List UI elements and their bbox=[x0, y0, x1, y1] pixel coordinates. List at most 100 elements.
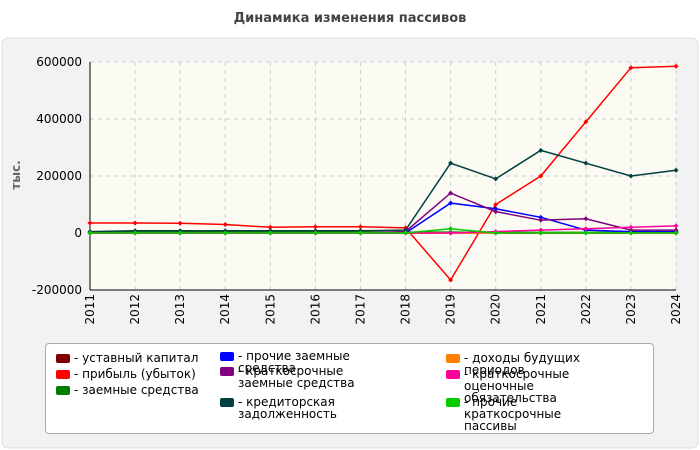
data-point bbox=[448, 200, 454, 206]
legend-item: - доходы будущих периодов bbox=[446, 352, 646, 376]
data-point bbox=[132, 220, 138, 226]
data-point bbox=[583, 230, 589, 236]
legend-item: - прочие заемные средства bbox=[220, 350, 410, 374]
x-tick-label: 2013 bbox=[173, 294, 187, 325]
legend-swatch bbox=[56, 354, 70, 363]
legend-label: - уставный капитал bbox=[74, 351, 199, 365]
legend-label: - прочие краткосрочные пассивы bbox=[464, 395, 562, 433]
data-point bbox=[177, 230, 183, 236]
x-tick-label: 2023 bbox=[624, 294, 638, 325]
legend-swatch bbox=[446, 354, 460, 363]
data-point bbox=[177, 220, 183, 226]
data-point bbox=[448, 277, 454, 283]
data-point bbox=[583, 160, 589, 166]
legend-item: - прочие краткосрочные пассивы bbox=[446, 396, 646, 432]
data-point bbox=[628, 65, 634, 71]
data-point bbox=[538, 147, 544, 153]
legend-label: - доходы будущих периодов bbox=[464, 351, 580, 377]
x-tick-label: 2022 bbox=[579, 294, 593, 325]
data-point bbox=[538, 227, 544, 233]
data-point bbox=[673, 223, 679, 229]
legend-swatch bbox=[56, 370, 70, 379]
data-point bbox=[583, 226, 589, 232]
data-point bbox=[132, 230, 138, 236]
legend-label: - прибыль (убыток) bbox=[74, 367, 196, 381]
legend-swatch bbox=[446, 370, 460, 379]
x-tick-label: 2012 bbox=[128, 294, 142, 325]
y-tick-label: 200000 bbox=[36, 169, 82, 183]
data-point bbox=[628, 224, 634, 230]
legend: - уставный капитал - прибыль (убыток) - за… bbox=[45, 343, 654, 434]
x-tick-label: 2011 bbox=[83, 294, 97, 325]
legend-item: - краткосрочные заемные средства bbox=[220, 365, 410, 389]
legend-swatch bbox=[220, 398, 234, 407]
data-point bbox=[222, 230, 228, 236]
data-point bbox=[403, 230, 409, 236]
data-point bbox=[357, 224, 363, 230]
data-point bbox=[267, 230, 273, 236]
legend-item: - прибыль (убыток) bbox=[56, 368, 206, 380]
legend-swatch bbox=[220, 352, 234, 361]
data-point bbox=[87, 230, 93, 236]
series-line bbox=[89, 149, 677, 233]
data-point bbox=[538, 214, 544, 220]
x-tick-label: 2017 bbox=[353, 294, 367, 325]
data-point bbox=[673, 230, 679, 236]
series-line bbox=[90, 227, 676, 234]
legend-swatch bbox=[220, 367, 234, 376]
data-point bbox=[538, 217, 544, 223]
data-point bbox=[628, 173, 634, 179]
data-point bbox=[493, 176, 499, 182]
data-point bbox=[312, 230, 318, 236]
x-tick-label: 2014 bbox=[218, 294, 232, 325]
y-tick-label: 400000 bbox=[36, 112, 82, 126]
data-point bbox=[583, 216, 589, 222]
data-point bbox=[448, 160, 454, 166]
legend-swatch bbox=[56, 386, 70, 395]
series-line bbox=[90, 65, 677, 282]
data-point bbox=[583, 119, 589, 125]
data-point bbox=[493, 206, 499, 212]
x-tick-label: 2024 bbox=[669, 294, 683, 325]
data-point bbox=[312, 224, 318, 230]
y-axis-label: тыс. bbox=[9, 160, 23, 189]
legend-label: - краткосрочные заемные средства bbox=[238, 364, 355, 390]
data-point bbox=[493, 230, 499, 236]
data-point bbox=[403, 227, 409, 233]
data-point bbox=[628, 230, 634, 236]
data-point bbox=[673, 167, 679, 173]
y-tick-label: -200000 bbox=[32, 283, 82, 297]
data-point bbox=[673, 63, 679, 69]
x-tick-label: 2020 bbox=[489, 294, 503, 325]
legend-label: - кредиторская задолженность bbox=[238, 395, 337, 421]
data-point bbox=[357, 230, 363, 236]
data-point bbox=[538, 173, 544, 179]
data-point bbox=[222, 221, 228, 227]
data-point bbox=[448, 230, 454, 236]
x-tick-label: 2021 bbox=[534, 294, 548, 325]
data-point bbox=[628, 227, 634, 233]
y-tick-label: 600000 bbox=[36, 55, 82, 69]
y-tick-label: 0 bbox=[74, 226, 82, 240]
legend-item: - кредиторская задолженность bbox=[220, 396, 410, 420]
x-tick-label: 2018 bbox=[399, 294, 413, 325]
data-point bbox=[493, 202, 499, 207]
legend-label: - заемные средства bbox=[74, 383, 199, 397]
data-point bbox=[448, 190, 454, 196]
data-point bbox=[538, 230, 544, 236]
chart-title: Динамика изменения пассивов bbox=[234, 11, 467, 26]
legend-item: - заемные средства bbox=[56, 384, 206, 396]
x-tick-label: 2015 bbox=[263, 294, 277, 325]
x-tick-label: 2016 bbox=[308, 294, 322, 325]
data-point bbox=[673, 227, 679, 233]
data-point bbox=[267, 224, 273, 230]
legend-item: - уставный капитал bbox=[56, 352, 206, 364]
data-point bbox=[448, 226, 454, 232]
legend-item: - краткосрочные оценочные обязательства bbox=[446, 368, 646, 404]
data-point bbox=[493, 209, 499, 215]
x-tick-label: 2019 bbox=[444, 294, 458, 325]
legend-swatch bbox=[446, 398, 460, 407]
data-point bbox=[87, 220, 93, 226]
legend-label: - краткосрочные оценочные обязательства bbox=[464, 367, 570, 405]
